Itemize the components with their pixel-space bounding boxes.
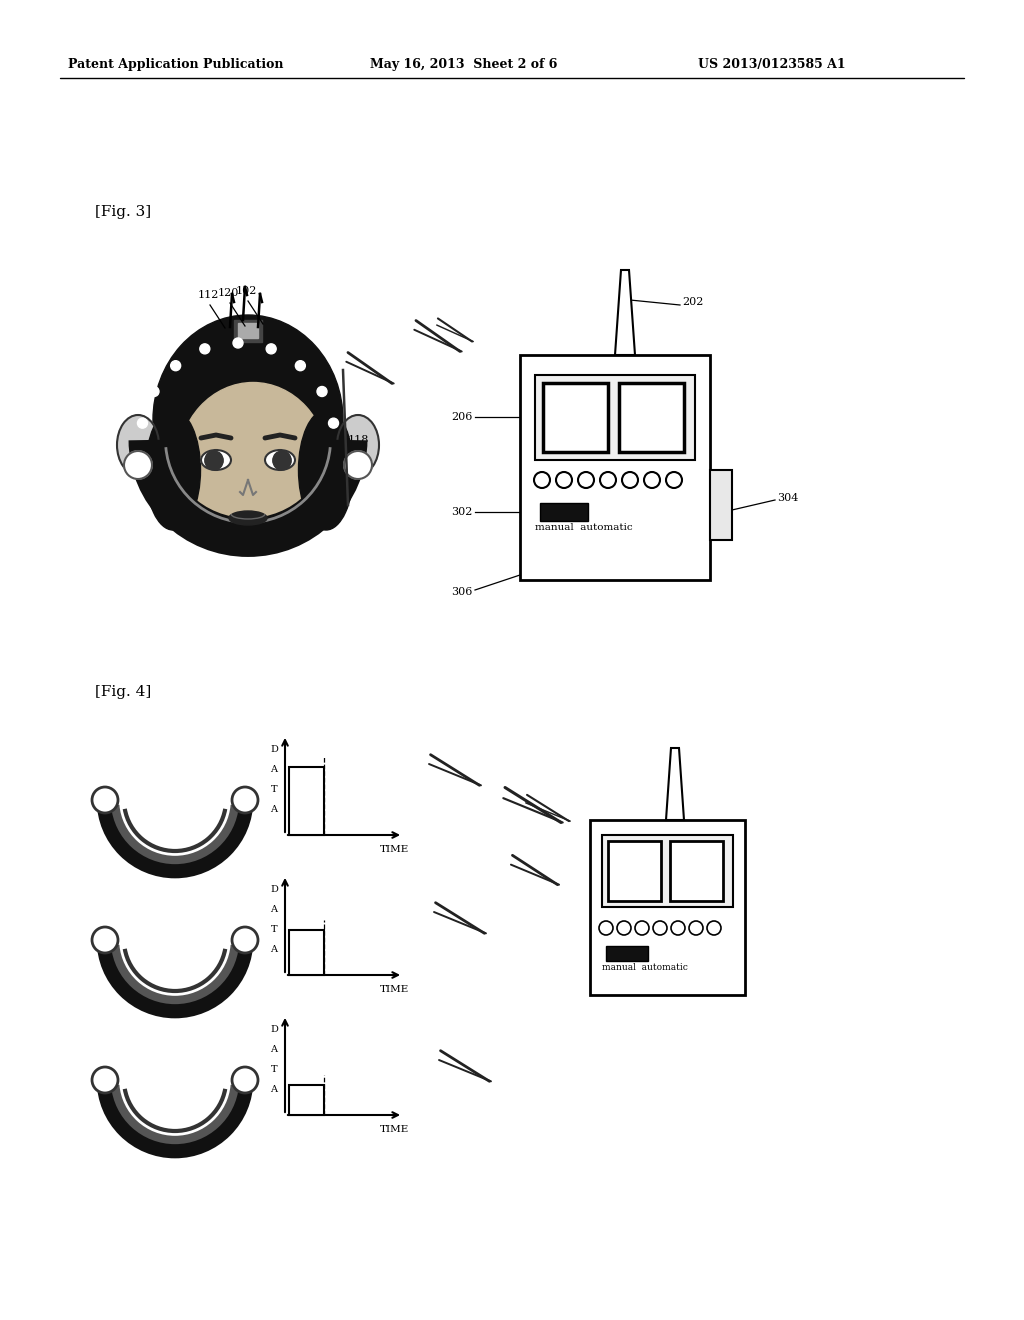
Circle shape bbox=[617, 921, 631, 935]
Circle shape bbox=[266, 343, 276, 354]
Bar bbox=[618, 383, 684, 451]
Circle shape bbox=[232, 1067, 258, 1093]
Ellipse shape bbox=[299, 411, 353, 531]
Circle shape bbox=[232, 787, 258, 813]
Text: Patent Application Publication: Patent Application Publication bbox=[68, 58, 284, 71]
Circle shape bbox=[92, 1067, 118, 1093]
Text: TIME: TIME bbox=[380, 845, 410, 854]
Bar bbox=[289, 931, 324, 975]
Text: manual  automatic: manual automatic bbox=[602, 964, 688, 972]
Circle shape bbox=[534, 473, 550, 488]
Text: 304: 304 bbox=[777, 492, 799, 503]
Text: D: D bbox=[270, 886, 278, 895]
Text: D: D bbox=[270, 1026, 278, 1035]
Ellipse shape bbox=[229, 511, 267, 525]
Bar bbox=[540, 503, 588, 521]
Text: 202: 202 bbox=[682, 297, 703, 308]
Circle shape bbox=[622, 473, 638, 488]
Text: A: A bbox=[270, 906, 278, 915]
Text: D: D bbox=[270, 746, 278, 755]
Text: TIME: TIME bbox=[380, 1125, 410, 1134]
Bar bbox=[289, 767, 324, 836]
Bar bbox=[543, 383, 608, 451]
Bar bbox=[238, 323, 258, 338]
Text: [Fig. 3]: [Fig. 3] bbox=[95, 205, 152, 219]
Circle shape bbox=[233, 338, 243, 348]
Text: [Fig. 4]: [Fig. 4] bbox=[95, 685, 152, 700]
Bar bbox=[710, 470, 732, 540]
Text: 118: 118 bbox=[348, 436, 370, 445]
Ellipse shape bbox=[145, 411, 201, 531]
Circle shape bbox=[600, 473, 616, 488]
Circle shape bbox=[273, 451, 291, 469]
Text: T: T bbox=[270, 1065, 278, 1074]
Text: A: A bbox=[270, 766, 278, 775]
Text: May 16, 2013  Sheet 2 of 6: May 16, 2013 Sheet 2 of 6 bbox=[370, 58, 557, 71]
Circle shape bbox=[653, 921, 667, 935]
Circle shape bbox=[671, 921, 685, 935]
Text: A: A bbox=[270, 945, 278, 954]
Polygon shape bbox=[615, 271, 635, 355]
Circle shape bbox=[273, 451, 291, 470]
Text: T: T bbox=[270, 785, 278, 795]
Circle shape bbox=[666, 473, 682, 488]
Circle shape bbox=[150, 387, 159, 396]
Bar bbox=[289, 1085, 324, 1115]
Text: TIME: TIME bbox=[380, 985, 410, 994]
Bar bbox=[606, 946, 648, 961]
Text: 112: 112 bbox=[198, 290, 219, 300]
Text: 102: 102 bbox=[236, 286, 257, 296]
Text: 306: 306 bbox=[452, 587, 473, 597]
Bar bbox=[670, 841, 723, 902]
Circle shape bbox=[689, 921, 703, 935]
Text: A: A bbox=[270, 805, 278, 814]
Circle shape bbox=[317, 387, 327, 396]
Circle shape bbox=[344, 451, 372, 479]
Circle shape bbox=[200, 343, 210, 354]
Bar bbox=[602, 836, 733, 907]
Ellipse shape bbox=[265, 450, 295, 470]
Circle shape bbox=[171, 360, 180, 371]
Circle shape bbox=[578, 473, 594, 488]
Ellipse shape bbox=[117, 414, 159, 475]
Text: manual  automatic: manual automatic bbox=[535, 523, 633, 532]
Circle shape bbox=[137, 418, 147, 428]
Circle shape bbox=[92, 927, 118, 953]
Text: T: T bbox=[270, 925, 278, 935]
Circle shape bbox=[329, 418, 339, 428]
Circle shape bbox=[599, 921, 613, 935]
Circle shape bbox=[92, 787, 118, 813]
Polygon shape bbox=[666, 748, 684, 820]
Text: A: A bbox=[270, 1045, 278, 1055]
Text: 120: 120 bbox=[218, 288, 240, 298]
Ellipse shape bbox=[153, 315, 343, 525]
Bar bbox=[535, 375, 695, 459]
Ellipse shape bbox=[337, 414, 379, 475]
Circle shape bbox=[635, 921, 649, 935]
Circle shape bbox=[205, 451, 223, 470]
Text: US 2013/0123585 A1: US 2013/0123585 A1 bbox=[698, 58, 846, 71]
Circle shape bbox=[556, 473, 572, 488]
Circle shape bbox=[232, 927, 258, 953]
Text: 206: 206 bbox=[452, 412, 473, 422]
Bar bbox=[234, 319, 262, 342]
Bar bbox=[608, 841, 662, 902]
Circle shape bbox=[707, 921, 721, 935]
Text: 302: 302 bbox=[452, 507, 473, 517]
Circle shape bbox=[644, 473, 660, 488]
Circle shape bbox=[295, 360, 305, 371]
Circle shape bbox=[124, 451, 152, 479]
Text: A: A bbox=[270, 1085, 278, 1094]
Ellipse shape bbox=[178, 383, 328, 548]
Bar bbox=[520, 355, 710, 579]
Ellipse shape bbox=[201, 450, 231, 470]
Circle shape bbox=[205, 451, 223, 469]
Bar bbox=[590, 820, 745, 995]
